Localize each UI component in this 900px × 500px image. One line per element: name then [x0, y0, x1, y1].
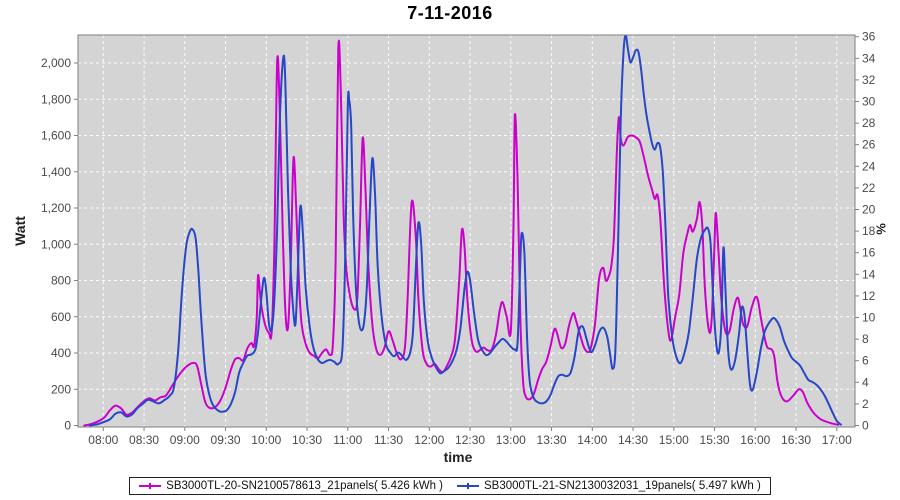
x-axis-tick-label: 17:00	[822, 433, 852, 447]
y2-axis-label: %	[873, 223, 889, 235]
y2-axis-tick-label: 22	[862, 181, 876, 195]
y2-axis-tick-label: 16	[862, 246, 876, 260]
x-axis-tick-label: 15:30	[700, 433, 730, 447]
y2-axis-tick-label: 30	[862, 95, 876, 109]
x-axis-tick-label: 14:00	[577, 433, 607, 447]
legend-label: SB3000TL-21-SN2130032031_19panels( 5.497…	[484, 480, 761, 492]
legend-label: SB3000TL-20-SN2100578613_21panels( 5.426…	[166, 480, 443, 492]
y2-axis-tick-label: 20	[862, 203, 876, 217]
y-axis-tick-label: 1,000	[41, 237, 71, 251]
x-axis-tick-label: 11:00	[333, 433, 362, 447]
y2-axis-tick-label: 26	[862, 138, 876, 152]
x-axis-label: time	[443, 449, 473, 465]
x-axis-tick-label: 11:30	[374, 433, 403, 447]
y-axis-label: Watt	[12, 216, 28, 246]
series-line-swatch-magenta	[139, 482, 162, 490]
y-axis-tick-label: 0	[64, 419, 71, 433]
x-axis-tick-label: 13:30	[537, 433, 567, 447]
series-line-1	[88, 35, 842, 427]
y2-axis-tick-label: 28	[862, 116, 876, 130]
series-line-0	[83, 39, 840, 427]
y2-axis-tick-label: 18	[862, 224, 876, 238]
y-axis-tick-label: 2,000	[41, 56, 71, 70]
x-axis-tick-label: 09:30	[211, 433, 241, 447]
x-axis-tick-label: 13:00	[496, 433, 526, 447]
x-axis-tick-label: 12:30	[455, 433, 485, 447]
y-axis-tick-label: 1,600	[41, 129, 71, 143]
y2-axis-tick-label: 14	[862, 267, 876, 281]
x-axis-tick-label: 16:00	[740, 433, 770, 447]
y-axis-tick-label: 400	[51, 346, 71, 360]
y2-axis-tick-label: 6	[862, 354, 869, 368]
y-axis-tick-label: 800	[51, 274, 71, 288]
y2-axis-tick-label: 10	[862, 311, 876, 325]
x-axis-tick-label: 10:30	[292, 433, 322, 447]
y-axis-tick-label: 1,400	[41, 165, 71, 179]
x-axis-tick-label: 08:00	[88, 433, 118, 447]
y-axis-tick-label: 200	[51, 382, 71, 396]
x-axis-tick-label: 16:30	[781, 433, 811, 447]
y2-axis-tick-label: 12	[862, 289, 876, 303]
y2-axis-tick-label: 0	[862, 419, 869, 433]
y2-axis-tick-label: 34	[862, 51, 876, 65]
legend-item-inverter-20: SB3000TL-20-SN2100578613_21panels( 5.426…	[139, 480, 443, 492]
chart-title: 7-11-2016	[407, 3, 493, 23]
y-axis-tick-label: 1,200	[41, 201, 71, 215]
y2-axis-tick-label: 8	[862, 332, 869, 346]
x-axis-tick-label: 10:00	[251, 433, 281, 447]
plot-background	[78, 35, 855, 427]
x-axis-tick-label: 15:00	[659, 433, 689, 447]
legend: SB3000TL-20-SN2100578613_21panels( 5.426…	[0, 477, 900, 495]
x-axis-tick-label: 09:00	[170, 433, 200, 447]
y2-axis-tick-label: 36	[862, 30, 876, 44]
legend-item-inverter-21: SB3000TL-21-SN2130032031_19panels( 5.497…	[457, 480, 761, 492]
y2-axis-tick-label: 2	[862, 397, 869, 411]
y2-axis-tick-label: 4	[862, 375, 869, 389]
y2-axis-tick-label: 24	[862, 159, 876, 173]
y2-axis-tick-label: 32	[862, 73, 876, 87]
y-axis-tick-label: 1,800	[41, 92, 71, 106]
legend-box: SB3000TL-20-SN2100578613_21panels( 5.426…	[129, 477, 771, 495]
series-line-swatch-blue	[457, 482, 479, 490]
y-axis-tick-label: 600	[51, 310, 71, 324]
x-axis-tick-label: 08:30	[129, 433, 159, 447]
x-axis-tick-label: 14:30	[618, 433, 648, 447]
x-axis-tick-label: 12:00	[414, 433, 444, 447]
